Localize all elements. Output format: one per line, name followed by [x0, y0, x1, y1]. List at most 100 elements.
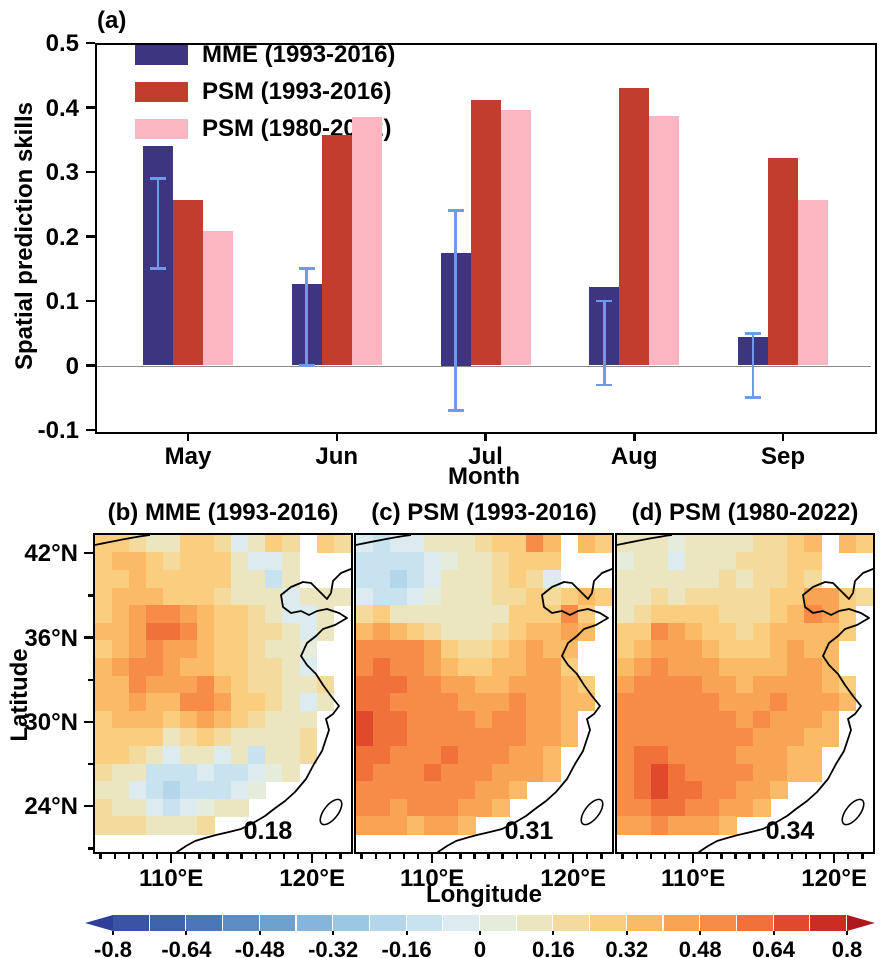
colorbar-segment — [443, 915, 479, 931]
map-cell — [111, 710, 130, 729]
map-cell — [145, 693, 164, 712]
panel-a-xtick — [484, 432, 487, 441]
map-cell — [145, 657, 164, 677]
map-cell — [356, 763, 374, 782]
panel-a-xtick — [633, 432, 636, 441]
error-bar-cap-top — [298, 267, 315, 271]
colorbar-segment — [259, 915, 296, 931]
map-cell — [372, 622, 391, 641]
map-cell — [128, 763, 147, 782]
map-cell — [617, 552, 635, 571]
map-lon-tick — [487, 854, 490, 859]
error-bar-line — [751, 333, 755, 398]
map-lon-tick — [818, 854, 822, 859]
map-cell — [736, 552, 754, 571]
colorbar-tick-label: 0.64 — [752, 937, 795, 958]
map-b-score: 0.18 — [243, 817, 293, 845]
map-cell — [128, 781, 147, 800]
panel-a-ytick — [86, 170, 95, 174]
map-cell — [406, 763, 425, 782]
map-cell — [356, 587, 374, 606]
map-lat-tick — [84, 804, 93, 808]
map-cell — [667, 798, 686, 818]
map-cell — [441, 552, 459, 571]
colorbar-segment — [663, 915, 700, 931]
map-cell — [617, 763, 635, 782]
legend-swatch-mme — [135, 45, 188, 65]
map-cell — [633, 693, 652, 712]
map-cell — [389, 763, 408, 782]
map-cell — [356, 693, 374, 712]
map-lon-tick — [790, 854, 794, 859]
map-cell — [441, 535, 459, 553]
map-lon-tick — [832, 854, 836, 863]
map-lat-label: 24°N — [24, 793, 78, 821]
map-cell — [248, 535, 266, 553]
zero-gridline — [97, 365, 871, 367]
colorbar-tick-label: -0.8 — [94, 937, 132, 958]
colorbar-right-arrow — [847, 915, 875, 931]
map-cell — [389, 675, 408, 694]
map-cell — [617, 657, 635, 677]
colorbar-segment — [590, 915, 626, 931]
map-cell — [356, 781, 374, 800]
error-bar-cap-top — [596, 299, 613, 303]
colorbar-tick-label: -0.16 — [381, 937, 432, 958]
panel-a-ytick-label: 0.2 — [45, 223, 79, 251]
panel-a-ytick — [86, 106, 95, 109]
legend-item-psm93: PSM (1993-2016) — [135, 78, 395, 105]
map-cell — [423, 535, 442, 553]
map-lat-minor-tick — [88, 762, 93, 766]
map-cell — [389, 781, 408, 800]
map-cell — [372, 763, 391, 782]
map-lon-tick — [804, 854, 808, 859]
map-cell — [356, 710, 374, 729]
map-lon-tick — [501, 854, 504, 859]
colorbar-segment — [700, 915, 736, 931]
colorbar-segment — [333, 915, 369, 931]
legend-item-mme: MME (1993-2016) — [135, 41, 395, 68]
colorbar-tick — [405, 931, 408, 935]
map-cell — [509, 535, 527, 553]
map-cell — [650, 675, 669, 694]
map-lon-tick — [113, 854, 116, 859]
map-cell — [406, 693, 425, 712]
colorbar-tick-label: -0.64 — [161, 937, 212, 958]
map-lat-tick — [84, 552, 93, 555]
map-cell — [111, 657, 130, 677]
colorbar-tick — [772, 931, 775, 935]
map-lon-tick — [600, 854, 603, 859]
map-cell — [667, 816, 686, 835]
map-cell — [667, 535, 686, 553]
panel-a-xtick — [335, 432, 339, 441]
legend-swatch-psm80 — [135, 119, 188, 139]
map-lon-tick — [861, 854, 864, 859]
map-lon-tick — [635, 854, 638, 859]
map-cell — [111, 569, 130, 589]
map-cell — [95, 763, 113, 782]
map-lon-tick — [748, 854, 751, 859]
map-cell — [356, 622, 374, 641]
map-cell — [162, 552, 181, 571]
map-cell — [95, 657, 113, 677]
map-cell — [145, 781, 164, 800]
panel-a-ytick — [86, 235, 95, 238]
map-cell — [128, 587, 147, 606]
map-lon-tick — [184, 854, 187, 859]
map-cell — [111, 781, 130, 800]
colorbar-segment — [369, 915, 406, 931]
map-cell — [509, 552, 527, 571]
map-cell — [650, 710, 669, 729]
map-cell — [633, 657, 652, 677]
map-cell — [633, 552, 652, 571]
bar-psm93-jul — [470, 99, 501, 366]
panel-a-ytick-label: 0.5 — [45, 30, 79, 57]
map-cell — [214, 535, 232, 553]
map-cell — [633, 816, 652, 835]
map-cell — [406, 640, 425, 659]
map-cell — [145, 552, 164, 571]
map-cell — [389, 746, 408, 765]
colorbar-tick — [332, 931, 335, 935]
map-cell — [356, 657, 374, 677]
panel-a-xlabel: Month — [448, 463, 520, 490]
